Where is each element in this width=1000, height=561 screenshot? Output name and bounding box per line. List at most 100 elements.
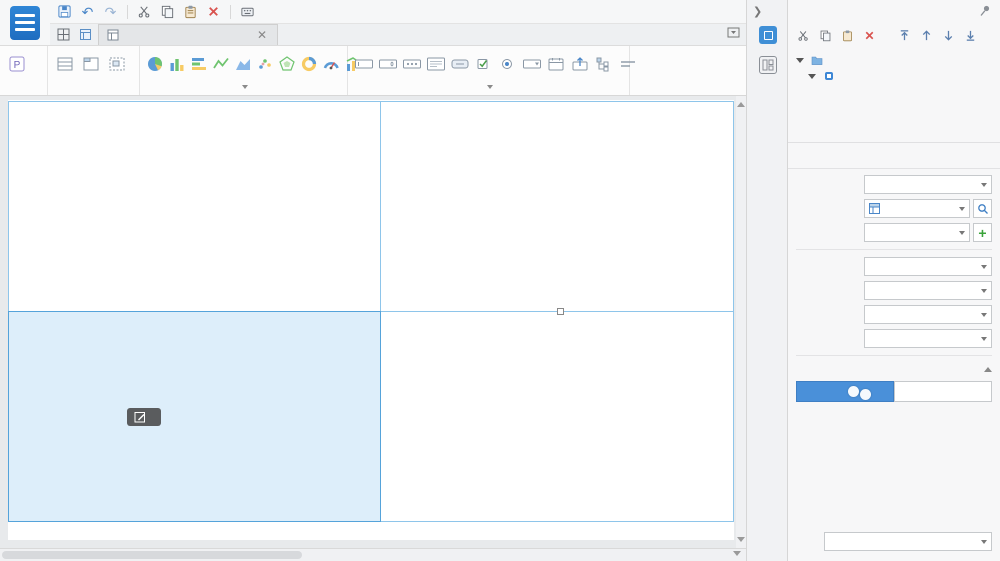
chart-icon-gauge[interactable] <box>322 53 340 75</box>
save-button[interactable] <box>54 2 75 22</box>
tree-item-form[interactable] <box>796 52 1000 68</box>
chart-icon-radar[interactable] <box>278 53 296 75</box>
widget-icon-button[interactable] <box>450 53 470 75</box>
cut-button[interactable] <box>134 2 155 22</box>
bottom-select[interactable] <box>824 532 992 551</box>
toolbar-separator <box>230 4 231 19</box>
document-tabstrip: ✕ <box>98 23 746 45</box>
widget-icon-textfield[interactable] <box>354 53 374 75</box>
move-down-button[interactable] <box>939 26 958 45</box>
widget-icon-label[interactable] <box>618 53 638 75</box>
chart-block-d[interactable] <box>380 308 734 522</box>
scissors-icon <box>138 6 150 18</box>
tree-expand-icon[interactable] <box>796 57 804 67</box>
paste-button[interactable] <box>180 2 201 22</box>
ribbon-group-blank <box>48 46 140 95</box>
collapse-panel-icon[interactable]: ❯ <box>753 6 763 18</box>
delete-button[interactable] <box>203 2 224 22</box>
paste-button[interactable] <box>838 26 857 45</box>
cut-button[interactable] <box>794 26 813 45</box>
keyboard-shortcut-button[interactable] <box>237 2 258 22</box>
filter-toggle-series[interactable] <box>894 381 992 402</box>
chart-icon-donut[interactable] <box>300 53 318 75</box>
chart-block-c[interactable] <box>8 311 381 522</box>
scroll-up-icon[interactable] <box>737 98 745 107</box>
widget-icon-tree[interactable] <box>594 53 614 75</box>
scroll-corner-button[interactable] <box>730 550 744 561</box>
category-select[interactable] <box>864 223 970 242</box>
copy-button[interactable] <box>816 26 835 45</box>
widget-icon-datepicker[interactable] <box>546 53 566 75</box>
widget-icon-textarea[interactable] <box>426 53 446 75</box>
template-button[interactable] <box>75 25 95 43</box>
table-icon <box>869 203 880 214</box>
widget-icon-checkbox[interactable] <box>474 53 494 75</box>
tree-expand-icon[interactable] <box>808 73 816 83</box>
field-series-name <box>796 281 992 300</box>
chart-d-plot <box>381 340 733 519</box>
chevron-down-icon <box>959 207 965 214</box>
series-name-use-select[interactable] <box>864 257 992 276</box>
dataset-select[interactable] <box>864 199 970 218</box>
layout-panel-button[interactable] <box>759 56 777 74</box>
chevron-down-icon <box>981 265 987 272</box>
chart-block-b[interactable] <box>380 101 734 312</box>
tab-close-icon[interactable]: ✕ <box>256 28 267 42</box>
move-to-bottom-button[interactable] <box>961 26 980 45</box>
widget-icon-radio[interactable] <box>498 53 518 75</box>
widget-settings-panel-button[interactable] <box>759 26 777 44</box>
widget-icon-fileupload[interactable] <box>570 53 590 75</box>
chevron-down-icon <box>981 289 987 296</box>
redo-button[interactable]: ↷ <box>100 2 121 22</box>
chart-icon-column[interactable] <box>168 53 186 75</box>
dataset-search-button[interactable] <box>973 199 992 218</box>
resize-handle[interactable] <box>557 308 564 315</box>
widget-icon-combobox[interactable] <box>522 53 542 75</box>
chevron-down-icon[interactable] <box>242 85 248 92</box>
report-block-icon[interactable] <box>54 53 76 75</box>
ribbon-group-params: P <box>0 46 48 95</box>
data-source-select[interactable] <box>864 175 992 194</box>
value-select[interactable] <box>864 305 992 324</box>
copy-button[interactable] <box>157 2 178 22</box>
absolute-block-icon[interactable] <box>106 53 128 75</box>
series-name-select[interactable] <box>864 281 992 300</box>
parameter-pane-icon[interactable]: P <box>6 53 28 75</box>
designer-main-area: ↶ ↷ <box>0 0 746 561</box>
undo-button[interactable]: ↶ <box>77 2 98 22</box>
delete-button[interactable] <box>860 26 879 45</box>
tab-form4[interactable]: ✕ <box>98 24 278 45</box>
tab-block-icon[interactable] <box>80 53 102 75</box>
chart-icon-bar[interactable] <box>190 53 208 75</box>
chart-icon-scatter[interactable] <box>256 53 274 75</box>
ribbon: P <box>0 46 746 96</box>
app-logo[interactable] <box>0 0 50 45</box>
chart-icon-area[interactable] <box>234 53 252 75</box>
canvas-horizontal-scrollbar[interactable] <box>0 548 746 561</box>
collapse-section-icon[interactable] <box>984 363 992 372</box>
move-up-button[interactable] <box>917 26 936 45</box>
move-to-top-button[interactable] <box>895 26 914 45</box>
add-category-button[interactable]: + <box>973 223 992 242</box>
chevron-down-icon[interactable] <box>487 85 493 92</box>
chart-icon-pie[interactable] <box>146 53 164 75</box>
delete-icon <box>865 31 874 39</box>
chart-d-title <box>381 312 733 338</box>
scroll-down-icon[interactable] <box>737 537 745 546</box>
grid-view-button[interactable] <box>53 25 73 43</box>
edit-button[interactable] <box>127 408 161 426</box>
summary-select[interactable] <box>864 329 992 348</box>
widget-icon-number[interactable] <box>378 53 398 75</box>
form-canvas[interactable] <box>8 100 734 540</box>
chart-icon-line[interactable] <box>212 53 230 75</box>
canvas-vertical-scrollbar[interactable] <box>736 96 746 548</box>
grid-icon <box>57 28 69 40</box>
tab-list-icon[interactable] <box>727 25 740 43</box>
layout-grid-icon <box>762 59 774 71</box>
pin-icon[interactable] <box>978 4 992 18</box>
tree-item-body[interactable] <box>796 68 1000 84</box>
widget-icon-password[interactable] <box>402 53 422 75</box>
filter-toggle-category[interactable] <box>796 381 894 402</box>
scrollbar-thumb[interactable] <box>2 551 302 559</box>
chart-block-a[interactable] <box>8 101 381 312</box>
